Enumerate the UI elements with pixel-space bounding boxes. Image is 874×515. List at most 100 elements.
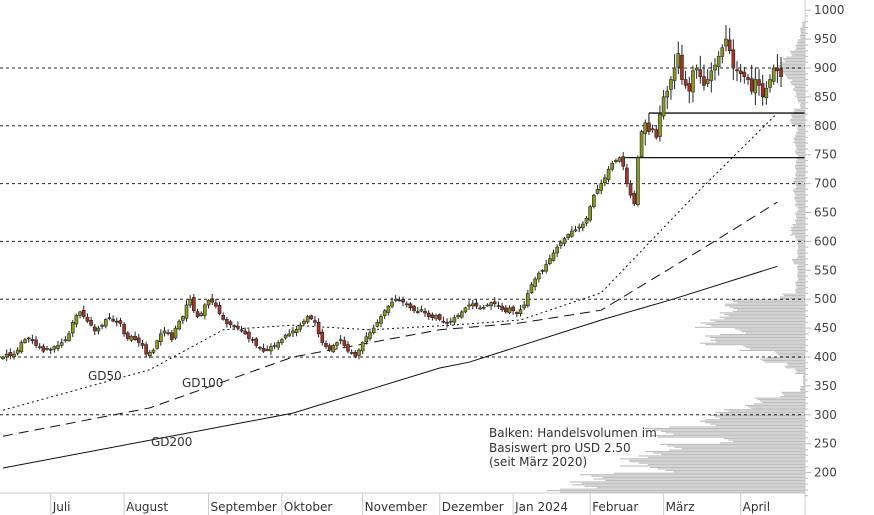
candle-body [221, 315, 225, 320]
candle-body [26, 337, 31, 340]
volume-bar [800, 27, 805, 29]
volume-bar [762, 401, 805, 404]
candle-body [727, 39, 732, 51]
candle-body [140, 343, 145, 346]
candle-body [610, 163, 615, 170]
candle-body [364, 336, 369, 342]
candle-body [103, 319, 108, 327]
candle-body [669, 79, 673, 90]
candle-body [650, 128, 655, 131]
candle-body [118, 320, 123, 324]
candle-body [632, 193, 637, 205]
volume-note-line-3: (seit März 2020) [489, 455, 587, 469]
volume-note-line-2: Basiswert pro USD 2.50 [489, 441, 631, 455]
volume-bar [795, 237, 805, 239]
resistance-lines [622, 112, 805, 166]
candle-body [724, 38, 728, 47]
candle-body [243, 330, 248, 335]
volume-bar [745, 404, 805, 406]
candle-body [173, 327, 178, 339]
volume-bar [705, 422, 805, 424]
candle-body [771, 67, 776, 82]
volume-bar [669, 449, 805, 451]
volume-bar [794, 192, 805, 194]
candle-body [456, 315, 460, 318]
volume-bar [695, 326, 805, 328]
volume-bar [797, 276, 805, 278]
y-tick-label: 1000 [814, 3, 845, 17]
candle-body [702, 76, 706, 86]
candle-body [85, 317, 90, 322]
volume-bar [781, 297, 805, 299]
volume-bar [743, 345, 805, 347]
volume-bar [793, 225, 805, 227]
volume-bar [795, 289, 805, 291]
volume-bar [793, 263, 805, 265]
volume-bar [647, 456, 805, 458]
volume-bar [715, 416, 805, 418]
volume-bar [795, 203, 805, 206]
volume-bar [798, 248, 805, 250]
candle-body [162, 330, 167, 334]
candle-body [412, 305, 416, 312]
moving-averages [2, 112, 778, 469]
candle-body [287, 333, 292, 337]
volume-bar [776, 352, 805, 354]
candle-body [23, 339, 27, 343]
volume-bar [782, 393, 805, 395]
candle-body [78, 311, 82, 316]
volume-bar [797, 273, 805, 275]
candle-body [327, 345, 332, 351]
volume-bar [784, 59, 805, 61]
candle-body [423, 311, 427, 314]
candle-body [114, 320, 119, 323]
candle-body [151, 349, 156, 353]
volume-bar [796, 94, 805, 96]
volume-bar [786, 367, 805, 369]
volume-bar [798, 156, 805, 158]
candle-body [551, 252, 556, 261]
candle-body [313, 320, 317, 323]
volume-bar [715, 338, 805, 340]
volume-bar [790, 229, 805, 232]
candle-body [324, 343, 328, 347]
candle-body [430, 314, 435, 318]
volume-bar [653, 452, 805, 454]
volume-bar [794, 193, 805, 195]
candle-body [184, 304, 189, 319]
candle-body [360, 342, 365, 352]
volume-bar [796, 163, 805, 165]
volume-bar [787, 362, 805, 365]
x-tick-label: März [666, 500, 695, 514]
candle-body [540, 269, 545, 272]
candle-body [441, 320, 446, 323]
candle-body [177, 320, 181, 330]
volume-bar [790, 52, 805, 54]
candle-body [148, 352, 152, 357]
volume-bar [800, 37, 805, 39]
volume-bar [780, 396, 805, 398]
volume-bar [792, 232, 805, 234]
candle-body [628, 183, 633, 196]
candle-body [386, 305, 391, 313]
volume-bar [751, 407, 805, 409]
volume-bar [795, 49, 805, 51]
volume-bar [796, 287, 805, 289]
volume-bar [793, 189, 805, 191]
y-tick-label: 450 [814, 321, 837, 335]
volume-bar [638, 462, 805, 464]
volume-bar [797, 97, 805, 99]
volume-bar [797, 266, 805, 268]
volume-bar [796, 131, 805, 133]
candle-body [694, 67, 699, 71]
volume-bar [803, 378, 805, 380]
candle-body [522, 304, 526, 309]
candle-body [581, 223, 585, 229]
volume-bar [793, 141, 805, 143]
candle-body [111, 319, 115, 322]
candle-body [331, 345, 336, 353]
volume-bar [650, 435, 805, 437]
volume-bar [800, 29, 805, 31]
candle-body [720, 47, 725, 57]
